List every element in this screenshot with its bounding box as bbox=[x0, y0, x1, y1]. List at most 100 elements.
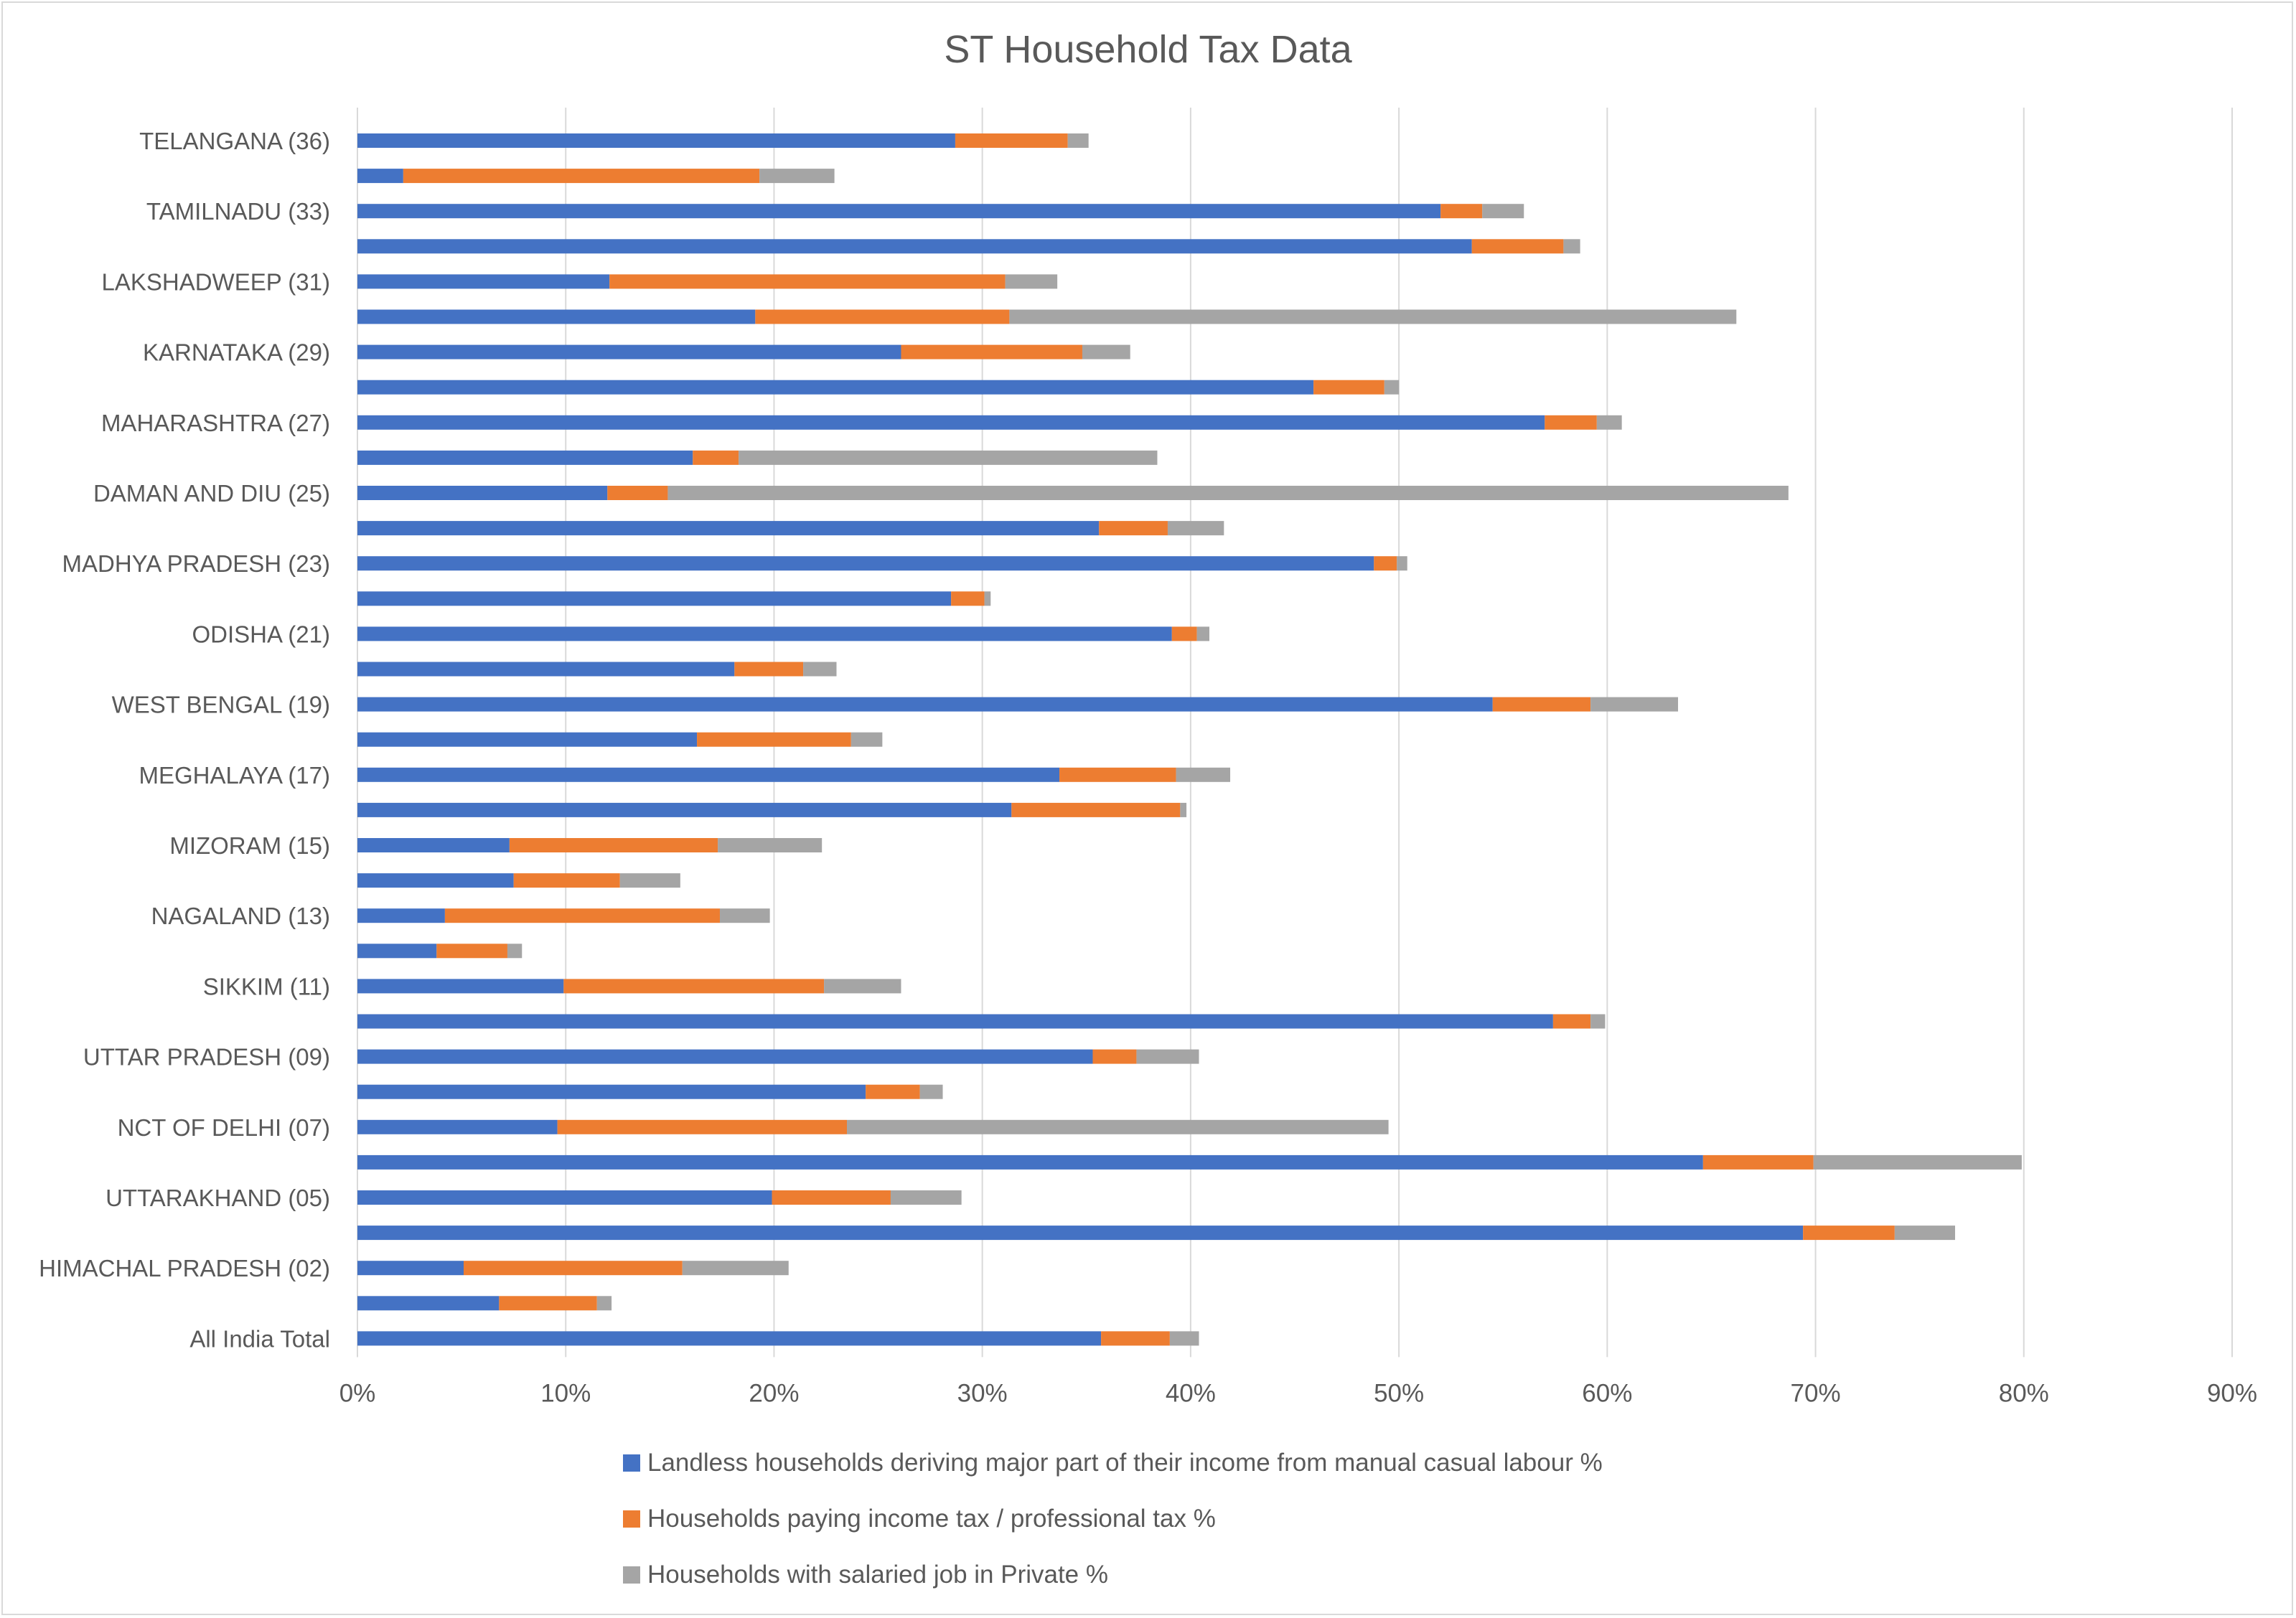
legend-item: Landless households deriving major part … bbox=[623, 1435, 1603, 1491]
y-tick-label: NAGALAND (13) bbox=[151, 903, 330, 929]
bar-segment-series-1 bbox=[357, 521, 1100, 536]
bar-segment-series-2 bbox=[1374, 556, 1397, 571]
bar-segment-series-2 bbox=[1101, 1331, 1170, 1346]
bar-segment-series-1 bbox=[357, 1331, 1102, 1346]
legend-swatch bbox=[623, 1566, 640, 1584]
bar-segment-series-3 bbox=[1005, 274, 1058, 289]
bar-segment-series-3 bbox=[1067, 133, 1089, 148]
y-tick-label: UTTARAKHAND (05) bbox=[106, 1185, 330, 1211]
bar-segment-series-2 bbox=[1011, 802, 1181, 817]
bar-segment-series-2 bbox=[951, 591, 985, 606]
bar-segment-series-3 bbox=[1169, 1331, 1199, 1346]
y-tick-label: NCT OF DELHI (07) bbox=[118, 1114, 330, 1141]
bar-segment-series-3 bbox=[718, 838, 823, 852]
bar-segment-series-2 bbox=[693, 450, 739, 465]
y-tick-label: UTTAR PRADESH (09) bbox=[83, 1044, 330, 1071]
bar-segment-series-2 bbox=[557, 1119, 848, 1134]
bar-segment-series-2 bbox=[1471, 239, 1564, 254]
bar-segment-series-1 bbox=[357, 979, 564, 994]
bar-segment-series-2 bbox=[509, 838, 718, 852]
y-tick-label: HIMACHAL PRADESH (02) bbox=[39, 1255, 330, 1281]
bar-segment-series-3 bbox=[1813, 1154, 2022, 1170]
bar-segment-series-2 bbox=[607, 486, 668, 500]
bar-segment-series-2 bbox=[436, 944, 507, 959]
bar-segment-series-2 bbox=[955, 133, 1068, 148]
bar-segment-series-2 bbox=[499, 1296, 597, 1311]
y-tick-label: DAMAN AND DIU (25) bbox=[93, 480, 330, 507]
bar-segment-series-3 bbox=[1082, 344, 1130, 359]
x-tick-label: 30% bbox=[957, 1379, 1008, 1407]
bar-segment-series-1 bbox=[357, 591, 952, 606]
x-tick-label: 20% bbox=[749, 1379, 799, 1407]
bar-segment-series-2 bbox=[1171, 626, 1197, 641]
bar-segment-series-1 bbox=[357, 767, 1060, 782]
bar-segment-series-1 bbox=[357, 380, 1314, 395]
bar-segment-series-2 bbox=[1059, 767, 1176, 782]
bar-segment-series-2 bbox=[1552, 1014, 1591, 1029]
bar-segment-series-2 bbox=[464, 1261, 683, 1276]
bar-segment-series-1 bbox=[357, 1261, 464, 1276]
bar-segment-series-1 bbox=[357, 1084, 866, 1099]
bar-segment-series-3 bbox=[719, 908, 770, 923]
bar-segment-series-1 bbox=[357, 486, 608, 500]
y-tick-label: SIKKIM (11) bbox=[203, 973, 330, 1000]
bar-segment-series-1 bbox=[357, 239, 1472, 254]
y-tick-label: MAHARASHTRA (27) bbox=[101, 410, 330, 436]
bar-segment-series-3 bbox=[1136, 1049, 1199, 1064]
legend: Landless households deriving major part … bbox=[623, 1435, 1603, 1603]
bar-segment-series-3 bbox=[1384, 380, 1400, 395]
bars bbox=[357, 133, 2022, 1346]
y-tick-label: LAKSHADWEEP (31) bbox=[102, 268, 331, 295]
bar-segment-series-3 bbox=[803, 662, 837, 677]
bar-segment-series-2 bbox=[609, 274, 1006, 289]
y-tick-label: KARNATAKA (29) bbox=[143, 339, 330, 366]
bar-segment-series-3 bbox=[890, 1190, 962, 1205]
legend-label: Households with salaried job in Private … bbox=[647, 1561, 1108, 1589]
legend-swatch bbox=[623, 1510, 640, 1528]
bar-segment-series-2 bbox=[1702, 1154, 1814, 1170]
bar-segment-series-2 bbox=[513, 873, 620, 888]
x-tick-labels: 0% 10% 20% 30% 40% 50% 60% 70% 80% 90% bbox=[339, 1379, 2257, 1407]
bar-segment-series-2 bbox=[1092, 1049, 1137, 1064]
bar-segment-series-3 bbox=[1563, 239, 1580, 254]
bar-segment-series-2 bbox=[563, 979, 825, 994]
y-tick-label: TELANGANA (36) bbox=[139, 128, 330, 154]
bar-segment-series-2 bbox=[1492, 697, 1591, 712]
bar-segment-series-1 bbox=[357, 169, 403, 184]
bar-segment-series-2 bbox=[901, 344, 1082, 359]
bar-segment-series-2 bbox=[1440, 204, 1483, 219]
bar-segment-series-1 bbox=[357, 1119, 558, 1134]
bar-segment-series-3 bbox=[739, 450, 1158, 465]
bar-segment-series-3 bbox=[824, 979, 901, 994]
y-tick-label: MADHYA PRADESH (23) bbox=[62, 550, 330, 577]
bar-segment-series-3 bbox=[1397, 556, 1407, 571]
bar-segment-series-2 bbox=[444, 908, 720, 923]
bar-segment-series-3 bbox=[1590, 1014, 1606, 1029]
bar-segment-series-1 bbox=[357, 838, 510, 852]
bar-segment-series-1 bbox=[357, 450, 693, 465]
bar-segment-series-3 bbox=[682, 1261, 789, 1276]
bar-segment-series-1 bbox=[357, 415, 1545, 430]
y-tick-label: TAMILNADU (33) bbox=[146, 198, 330, 225]
bar-segment-series-1 bbox=[357, 1049, 1093, 1064]
bar-segment-series-3 bbox=[1176, 767, 1231, 782]
bar-segment-series-1 bbox=[357, 1190, 772, 1205]
bar-segment-series-3 bbox=[1894, 1226, 1956, 1241]
bar-segment-series-3 bbox=[984, 591, 991, 606]
bar-segment-series-1 bbox=[357, 1154, 1703, 1170]
x-tick-label: 60% bbox=[1582, 1379, 1632, 1407]
bar-segment-series-3 bbox=[851, 732, 883, 747]
bar-segment-series-2 bbox=[755, 309, 1010, 324]
y-tick-label: WEST BENGAL (19) bbox=[112, 692, 330, 718]
bar-segment-series-3 bbox=[667, 486, 1789, 500]
legend-item: Households with salaried job in Private … bbox=[623, 1547, 1603, 1603]
bar-segment-series-2 bbox=[1099, 521, 1168, 536]
y-tick-label: ODISHA (21) bbox=[192, 621, 330, 647]
bar-segment-series-1 bbox=[357, 732, 698, 747]
x-tick-label: 10% bbox=[540, 1379, 591, 1407]
bar-segment-series-2 bbox=[772, 1190, 891, 1205]
bar-segment-series-2 bbox=[403, 169, 760, 184]
bar-segment-series-1 bbox=[357, 133, 955, 148]
bar-segment-series-3 bbox=[1596, 415, 1622, 430]
